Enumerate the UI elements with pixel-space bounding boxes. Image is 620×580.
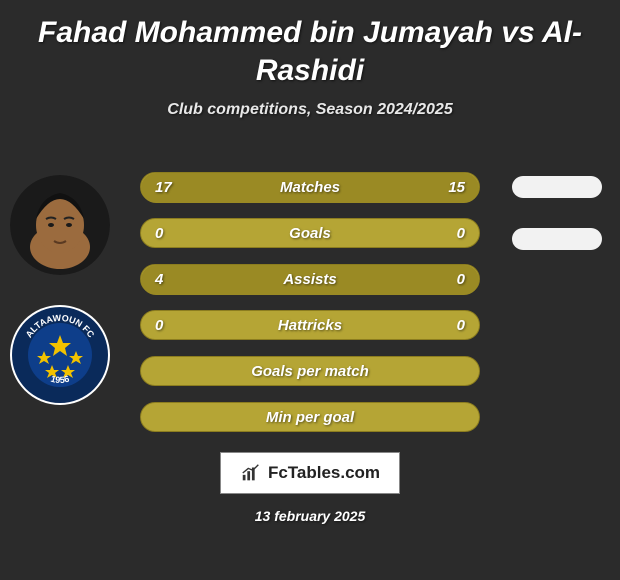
right-pills: [492, 176, 602, 280]
stat-value-right: 15: [448, 173, 465, 203]
stat-value-left: 4: [155, 265, 163, 295]
fctables-logo: FcTables.com: [220, 452, 400, 494]
page-title: Fahad Mohammed bin Jumayah vs Al-Rashidi: [0, 0, 620, 97]
comparison-infographic: Fahad Mohammed bin Jumayah vs Al-Rashidi…: [0, 0, 620, 580]
avatar-column: ALTAAWOUN FC 1956: [10, 175, 110, 435]
stat-row: Min per goal: [140, 402, 480, 432]
svg-text:1956: 1956: [50, 374, 71, 385]
stat-rows: 17 15 Matches 0 0 Goals 4 0 Assists 0 0 Hattricks Go…: [140, 172, 480, 448]
stat-value-left: 0: [155, 311, 163, 341]
club-badge: ALTAAWOUN FC 1956: [10, 305, 110, 405]
stat-label: Matches: [280, 179, 340, 196]
player1-avatar: [10, 175, 110, 275]
stat-label: Assists: [283, 271, 336, 288]
stat-row: 0 0 Hattricks: [140, 310, 480, 340]
side-pill: [512, 228, 602, 250]
club-badge-icon: ALTAAWOUN FC 1956: [10, 305, 110, 405]
side-pill: [512, 176, 602, 198]
page-subtitle: Club competitions, Season 2024/2025: [0, 101, 620, 119]
stat-row: 17 15 Matches: [140, 172, 480, 202]
stat-value-right: 0: [457, 265, 465, 295]
fctables-text: FcTables.com: [268, 463, 380, 483]
date-text: 13 february 2025: [0, 508, 620, 524]
stat-value-left: 0: [155, 219, 163, 249]
stat-value-right: 0: [457, 311, 465, 341]
chart-icon: [240, 462, 262, 484]
player1-face-icon: [10, 175, 110, 275]
stat-label: Min per goal: [266, 409, 354, 426]
stat-row: 4 0 Assists: [140, 264, 480, 294]
stat-value-right: 0: [457, 219, 465, 249]
stat-row: Goals per match: [140, 356, 480, 386]
stat-value-left: 17: [155, 173, 172, 203]
footer: FcTables.com 13 february 2025: [0, 444, 620, 524]
stat-label: Goals per match: [251, 363, 369, 380]
stat-label: Hattricks: [278, 317, 342, 334]
stat-label: Goals: [289, 225, 331, 242]
stat-row: 0 0 Goals: [140, 218, 480, 248]
